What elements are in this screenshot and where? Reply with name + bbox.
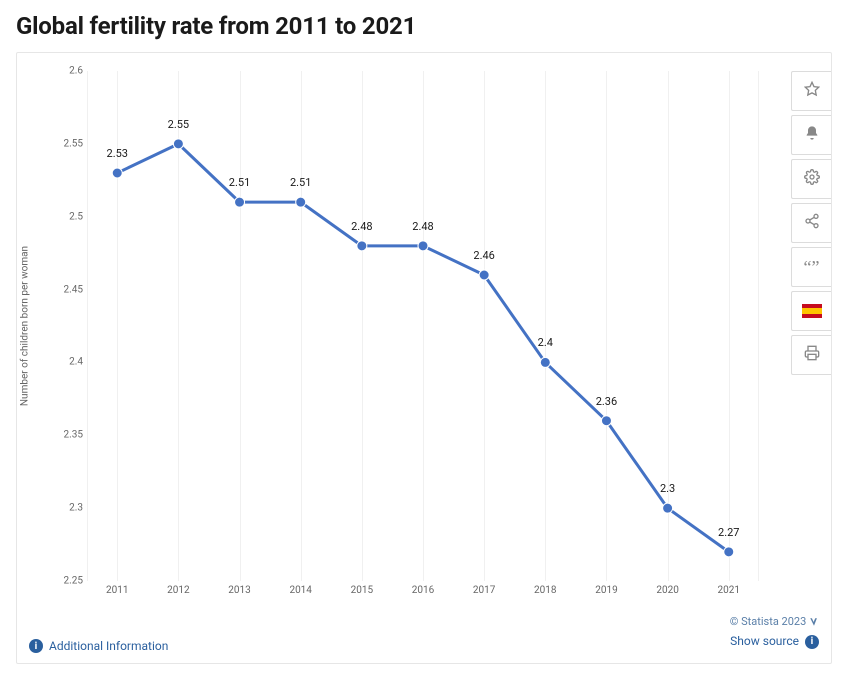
quote-icon: “” bbox=[804, 258, 820, 276]
data-label: 2.36 bbox=[596, 395, 617, 408]
x-tick: 2017 bbox=[473, 585, 495, 596]
data-label: 2.48 bbox=[351, 220, 372, 233]
y-tick: 2.3 bbox=[69, 503, 83, 514]
y-tick: 2.6 bbox=[69, 66, 83, 77]
chart-toolbar: “” bbox=[791, 71, 831, 375]
x-tick: 2012 bbox=[167, 585, 189, 596]
x-tick: 2021 bbox=[718, 585, 740, 596]
data-label: 2.53 bbox=[107, 147, 128, 160]
additional-info-label: Additional Information bbox=[49, 639, 168, 653]
y-tick: 2.4 bbox=[69, 357, 83, 368]
data-label: 2.55 bbox=[168, 118, 189, 131]
flag-es-icon bbox=[802, 304, 822, 318]
data-label: 2.3 bbox=[660, 482, 675, 495]
page-title: Global fertility rate from 2011 to 2021 bbox=[16, 12, 832, 40]
x-tick: 2013 bbox=[228, 585, 250, 596]
y-tick: 2.55 bbox=[64, 138, 84, 149]
print-icon bbox=[804, 345, 820, 365]
x-tick: 2014 bbox=[289, 585, 311, 596]
notify-button[interactable] bbox=[791, 115, 831, 155]
statista-logo-icon bbox=[809, 617, 819, 627]
chart-footer: i Additional Information © Statista 2023… bbox=[29, 612, 819, 653]
y-axis-ticks: 2.252.32.352.42.452.52.552.6 bbox=[49, 71, 87, 581]
y-tick: 2.45 bbox=[64, 284, 84, 295]
show-source-label: Show source bbox=[730, 631, 799, 653]
x-tick: 2019 bbox=[595, 585, 617, 596]
y-axis-label: Number of children born per woman bbox=[20, 246, 31, 406]
x-tick: 2020 bbox=[656, 585, 678, 596]
x-tick: 2011 bbox=[106, 585, 128, 596]
share-icon bbox=[804, 213, 820, 233]
gear-icon bbox=[804, 169, 820, 189]
x-tick: 2016 bbox=[412, 585, 434, 596]
data-label: 2.51 bbox=[229, 176, 250, 189]
x-tick: 2015 bbox=[351, 585, 373, 596]
y-tick: 2.5 bbox=[69, 211, 83, 222]
data-label: 2.51 bbox=[290, 176, 311, 189]
share-button[interactable] bbox=[791, 203, 831, 243]
data-label: 2.4 bbox=[538, 336, 553, 349]
cite-button[interactable]: “” bbox=[791, 247, 831, 287]
y-tick: 2.25 bbox=[64, 576, 84, 587]
attribution-text: © Statista 2023 bbox=[730, 612, 819, 632]
bell-icon bbox=[804, 125, 820, 145]
info-icon: i bbox=[805, 635, 819, 649]
language-button[interactable] bbox=[791, 291, 831, 331]
data-label: 2.48 bbox=[412, 220, 433, 233]
show-source-link[interactable]: Show source i bbox=[730, 631, 819, 653]
y-tick: 2.35 bbox=[64, 430, 84, 441]
additional-info-link[interactable]: i Additional Information bbox=[29, 639, 168, 653]
info-icon: i bbox=[29, 639, 43, 653]
settings-button[interactable] bbox=[791, 159, 831, 199]
x-tick: 2018 bbox=[534, 585, 556, 596]
favorite-button[interactable] bbox=[791, 71, 831, 111]
x-axis-ticks: 2011 2012 2013 2014 2015 2016 2017 2018 2019 2020… bbox=[87, 581, 759, 603]
print-button[interactable] bbox=[791, 335, 831, 375]
data-label: 2.46 bbox=[473, 249, 494, 262]
data-labels: 2.53 2.55 2.51 2.51 2.48 2.48 2.46 2.4 2.36 2.3 2.… bbox=[87, 71, 759, 581]
star-icon bbox=[804, 81, 820, 101]
chart-container: Number of children born per woman 2.252.… bbox=[16, 52, 832, 664]
plot-area: 2.53 2.55 2.51 2.51 2.48 2.48 2.46 2.4 2.36 2.3 2.… bbox=[87, 71, 759, 581]
data-label: 2.27 bbox=[718, 526, 739, 539]
chart-inner: Number of children born per woman 2.252.… bbox=[29, 71, 819, 581]
